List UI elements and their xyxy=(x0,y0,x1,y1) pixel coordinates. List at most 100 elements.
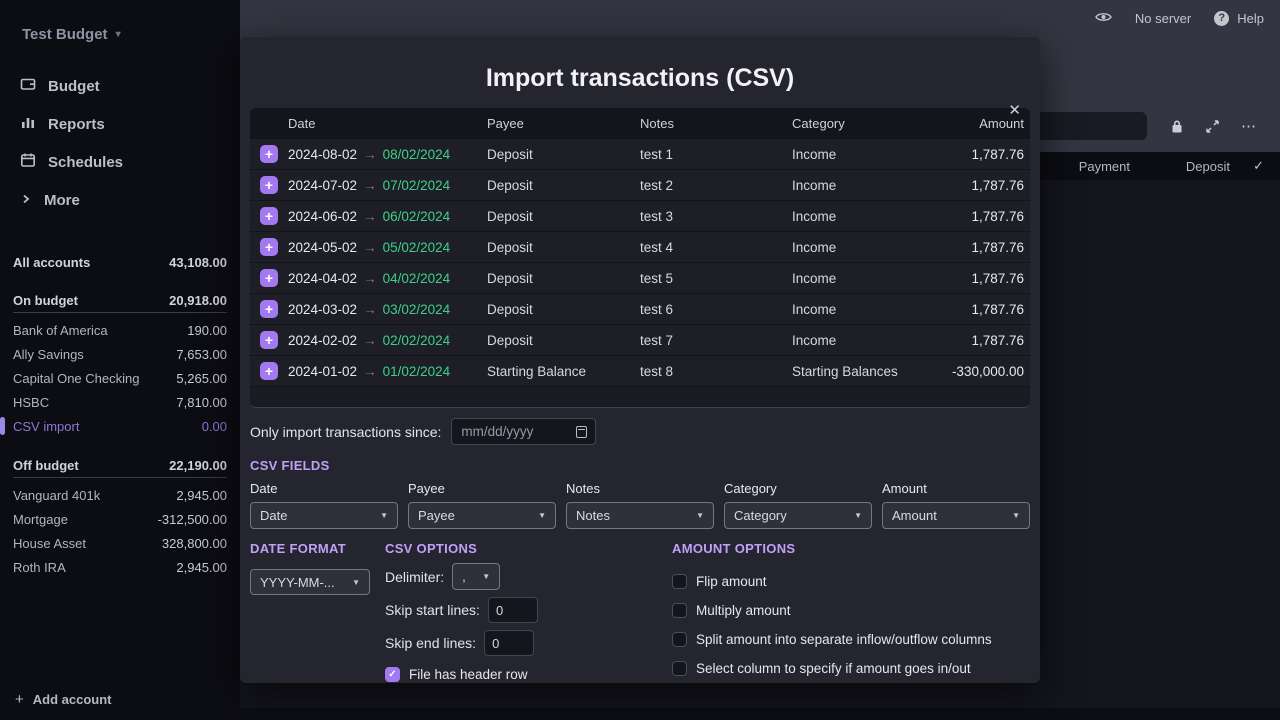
group-name: On budget xyxy=(13,293,78,308)
sidebar-account-row[interactable]: Bank of America 190.00 xyxy=(13,318,227,342)
sidebar-account-row[interactable]: Capital One Checking 5,265.00 xyxy=(13,366,227,390)
skip-start-input[interactable]: 0 xyxy=(487,597,538,623)
row-amount: 1,787.76 xyxy=(971,332,1024,348)
add-transaction-plus-icon[interactable] xyxy=(260,362,278,380)
all-accounts-row[interactable]: All accounts 43,108.00 xyxy=(13,250,227,274)
date-placeholder: mm/dd/yyyy xyxy=(461,424,534,439)
sidebar-account-row[interactable]: Roth IRA 2,945.00 xyxy=(13,555,227,579)
add-transaction-plus-icon[interactable] xyxy=(260,145,278,163)
account-group-header[interactable]: On budget 20,918.00 xyxy=(13,289,227,313)
bar-chart-icon xyxy=(20,114,36,134)
row-payee: Deposit xyxy=(487,301,533,317)
add-transaction-plus-icon[interactable] xyxy=(260,207,278,225)
collapse-arrows-icon[interactable] xyxy=(1205,119,1220,134)
add-transaction-plus-icon[interactable] xyxy=(260,269,278,287)
sidebar-item-reports[interactable]: Reports xyxy=(0,105,240,143)
preview-table-row: 2024-07-02 → 07/02/2024 Deposit test 2 Inc… xyxy=(250,169,1030,200)
add-transaction-plus-icon[interactable] xyxy=(260,176,278,194)
row-notes: test 2 xyxy=(640,177,674,193)
arrow-right-icon: → xyxy=(363,363,377,379)
add-transaction-plus-icon[interactable] xyxy=(260,300,278,318)
add-transaction-plus-icon[interactable] xyxy=(260,331,278,349)
row-notes: test 8 xyxy=(640,363,674,379)
add-account-button[interactable]: + Add account xyxy=(15,691,112,708)
row-amount: 1,787.76 xyxy=(971,146,1024,162)
row-original-date: 2024-03-02 xyxy=(288,301,358,317)
account-group-header[interactable]: Off budget 22,190.00 xyxy=(13,454,227,478)
sidebar-account-row[interactable]: HSBC 7,810.00 xyxy=(13,390,227,414)
row-payee: Deposit xyxy=(487,208,533,224)
account-balance: 7,653.00 xyxy=(176,346,227,362)
delimiter-select[interactable]: , xyxy=(452,563,501,590)
csv-field-value: Category xyxy=(734,508,787,523)
preview-table-header: Date Payee Notes Category Amount xyxy=(250,108,1030,138)
sidebar-item-label: Reports xyxy=(48,115,105,133)
sidebar-item-more[interactable]: More xyxy=(0,181,240,219)
sidebar-account-row[interactable]: Vanguard 401k 2,945.00 xyxy=(13,483,227,507)
csv-field-select[interactable]: Category xyxy=(724,502,872,529)
amount-option-label: Flip amount xyxy=(696,574,767,589)
account-name: House Asset xyxy=(13,535,86,551)
csv-field-select[interactable]: Payee xyxy=(408,502,556,529)
row-amount: 1,787.76 xyxy=(971,239,1024,255)
row-amount: 1,787.76 xyxy=(971,270,1024,286)
select-all-check-icon[interactable]: ✓ xyxy=(1253,158,1264,173)
amount-option-checkbox[interactable] xyxy=(672,661,687,676)
row-original-date: 2024-01-02 xyxy=(288,363,358,379)
account-balance: 0.00 xyxy=(201,418,227,434)
import-preview-table: Date Payee Notes Category Amount 2024-08… xyxy=(250,108,1030,408)
import-since-date-input[interactable]: mm/dd/yyyy xyxy=(451,418,597,445)
import-transactions-modal: Import transactions (CSV) ✕ Date Payee N… xyxy=(240,37,1040,683)
row-parsed-date: 06/02/2024 xyxy=(382,208,451,224)
wallet-icon xyxy=(20,76,36,96)
preview-table-row: 2024-05-02 → 05/02/2024 Deposit test 4 Inc… xyxy=(250,231,1030,262)
csv-field-select[interactable]: Notes xyxy=(566,502,714,529)
help-button[interactable]: ? Help xyxy=(1214,10,1264,26)
close-icon[interactable]: ✕ xyxy=(1008,102,1021,119)
row-amount: 1,787.76 xyxy=(971,208,1024,224)
delimiter-label: Delimiter: xyxy=(385,568,445,585)
row-original-date: 2024-04-02 xyxy=(288,270,358,286)
date-format-select[interactable]: YYYY-MM-... xyxy=(250,569,370,595)
row-category: Income xyxy=(792,146,837,162)
row-original-date: 2024-02-02 xyxy=(288,332,358,348)
csv-field-value: Date xyxy=(260,508,288,523)
account-balance: 2,945.00 xyxy=(176,559,227,575)
privacy-toggle[interactable] xyxy=(1095,11,1112,26)
file-has-header-checkbox[interactable] xyxy=(385,667,400,682)
sidebar-item-budget[interactable]: Budget xyxy=(0,67,240,105)
group-balance: 20,918.00 xyxy=(169,293,227,308)
add-transaction-plus-icon[interactable] xyxy=(260,238,278,256)
account-name: Mortgage xyxy=(13,511,68,527)
sidebar-item-schedules[interactable]: Schedules xyxy=(0,143,240,181)
server-status-button[interactable]: No server xyxy=(1135,11,1191,26)
row-parsed-date: 07/02/2024 xyxy=(382,177,451,193)
col-category: Category xyxy=(792,115,845,131)
account-name: Roth IRA xyxy=(13,559,66,575)
amount-options-heading: AMOUNT OPTIONS xyxy=(672,541,796,556)
row-amount: 1,787.76 xyxy=(971,301,1024,317)
account-balance: 328,800.00 xyxy=(161,535,227,551)
chevron-right-icon xyxy=(20,192,32,209)
lock-icon[interactable] xyxy=(1170,119,1184,134)
amount-option-checkbox[interactable] xyxy=(672,603,687,618)
skip-end-input[interactable]: 0 xyxy=(484,630,535,656)
row-parsed-date: 05/02/2024 xyxy=(382,239,451,255)
sidebar-account-row[interactable]: Mortgage -312,500.00 xyxy=(13,507,227,531)
csv-field-select[interactable]: Date xyxy=(250,502,398,529)
preview-table-row: 2024-02-02 → 02/02/2024 Deposit test 7 Inc… xyxy=(250,324,1030,355)
amount-option-checkbox[interactable] xyxy=(672,574,687,589)
col-date: Date xyxy=(288,115,316,131)
csv-field-select[interactable]: Amount xyxy=(882,502,1030,529)
more-menu-icon[interactable]: ⋯ xyxy=(1241,118,1256,135)
row-notes: test 3 xyxy=(640,208,674,224)
sidebar-account-row[interactable]: CSV import 0.00 xyxy=(0,414,227,438)
account-name: CSV import xyxy=(13,418,80,434)
account-name: HSBC xyxy=(13,394,50,410)
row-amount: 1,787.76 xyxy=(971,177,1024,193)
sidebar-account-row[interactable]: House Asset 328,800.00 xyxy=(13,531,227,555)
sidebar-account-row[interactable]: Ally Savings 7,653.00 xyxy=(13,342,227,366)
amount-option-label: Select column to specify if amount goes … xyxy=(696,661,971,676)
budget-name-menu[interactable]: Test Budget ▾ xyxy=(0,0,240,43)
amount-option-checkbox[interactable] xyxy=(672,632,687,647)
